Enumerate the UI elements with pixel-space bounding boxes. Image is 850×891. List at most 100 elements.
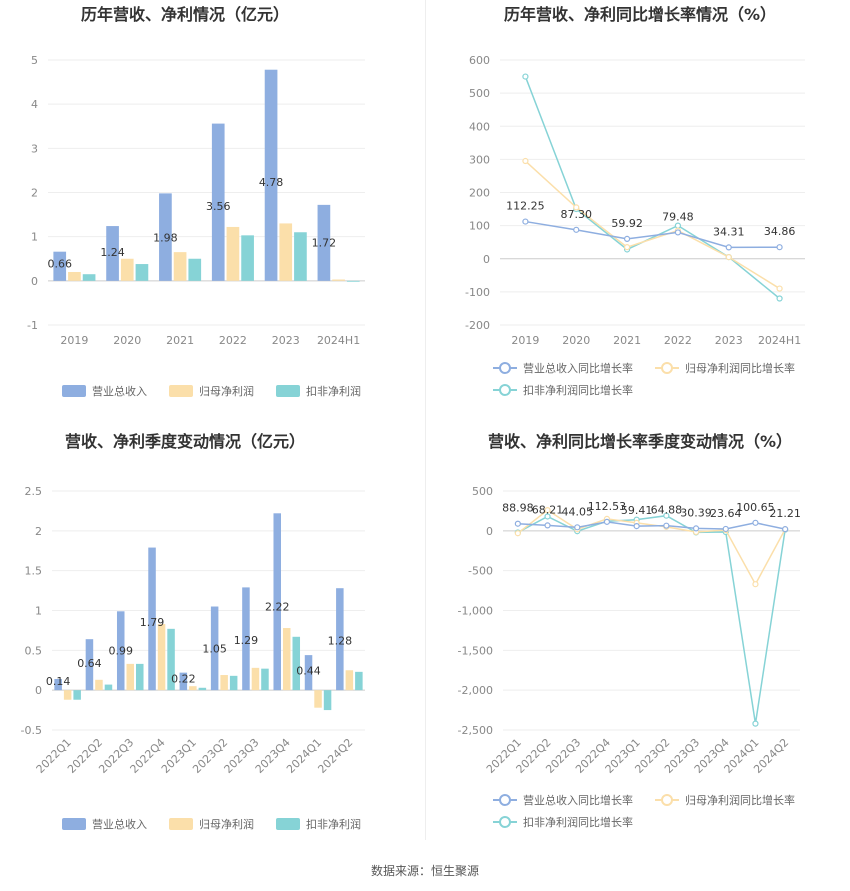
bar: [317, 204, 331, 281]
bar: [157, 624, 166, 691]
data-point: [674, 229, 682, 236]
legend-label: 归母净利润同比增长率: [685, 793, 795, 807]
chart-title: 历年营收、净利情况（亿元）: [81, 5, 289, 24]
bar: [211, 123, 225, 281]
data-label: 0.44: [296, 664, 321, 677]
annual-revenue-profit-svg: 历年营收、净利情况（亿元） -1 0 1 2 3 4 5 2019 2020 2021 2022 202…: [27, 5, 365, 398]
annual-revenue-profit-chart: 历年营收、净利情况（亿元） -1 0 1 2 3 4 5 2019 2020 2021 2022 202…: [0, 0, 425, 430]
data-label: 88.98: [502, 502, 533, 515]
legend-label: 营业总收入同比增长率: [523, 793, 633, 807]
y-tick-label: -0.5: [21, 724, 42, 737]
legend-label: 营业总收入: [92, 817, 147, 831]
legend-swatch: [276, 818, 300, 830]
data-point: [522, 73, 529, 80]
x-tick-label: 2020: [562, 334, 590, 347]
y-tick-label: -1,500: [458, 644, 493, 657]
data-point: [573, 226, 580, 233]
y-tick-label: 3: [31, 142, 38, 155]
data-label: 0.14: [46, 675, 71, 688]
data-point: [514, 520, 521, 527]
data-point: [674, 222, 682, 229]
data-label: 59.41: [621, 504, 653, 517]
quarterly-growth-rate-chart: 营收、净利同比增长率季度变动情况（%） -2,500 -2,000 -1,500 -1,…: [425, 425, 850, 855]
chart-title: 营收、净利季度变动情况（亿元）: [65, 432, 305, 451]
series-line: [524, 160, 780, 290]
bar: [220, 675, 228, 691]
legend-swatch: [62, 818, 86, 830]
data-point: [752, 519, 759, 526]
y-tick-label: -1: [27, 319, 38, 332]
bar: [135, 264, 149, 281]
data-point: [776, 295, 783, 302]
y-tick-label: 500: [469, 87, 490, 100]
data-label: 0.66: [47, 258, 72, 271]
data-point: [776, 244, 783, 251]
legend-swatch-marker: [499, 816, 511, 828]
data-label: 87.30: [561, 208, 593, 221]
chart-title: 历年营收、净利同比增长率情况（%）: [504, 5, 776, 24]
x-tick-label: 2024H1: [317, 334, 360, 347]
y-tick-label: 4: [31, 98, 38, 111]
bar: [167, 628, 175, 691]
y-tick-label: -500: [468, 565, 493, 578]
data-point: [603, 518, 611, 525]
legend-swatch-marker: [499, 362, 511, 374]
y-tick-label: 500: [472, 485, 493, 498]
x-tick-label: 2020: [113, 334, 141, 347]
series-line: [524, 76, 781, 300]
data-point: [722, 525, 729, 533]
bar: [188, 258, 202, 281]
series-line: [517, 521, 786, 530]
y-tick-label: 0: [483, 253, 490, 266]
panel-divider: [425, 0, 426, 840]
data-label: 1.05: [202, 643, 227, 656]
x-tick-label: 2022: [219, 334, 247, 347]
data-label: 23.64: [710, 507, 742, 520]
bar: [314, 690, 322, 708]
data-label: 1.98: [153, 231, 178, 244]
data-point: [692, 525, 700, 532]
chart-title: 营收、净利同比增长率季度变动情况（%）: [488, 432, 792, 451]
bar: [136, 663, 144, 691]
data-point: [725, 253, 732, 261]
bar: [120, 258, 134, 281]
data-label: 1.24: [100, 246, 125, 259]
legend-label: 营业总收入: [92, 384, 147, 398]
data-label: 0.64: [77, 657, 102, 670]
y-tick-label: -2,500: [458, 724, 493, 737]
data-point: [633, 523, 640, 530]
bar: [148, 547, 156, 691]
bar: [85, 639, 94, 691]
bar: [73, 690, 81, 700]
bar: [242, 587, 250, 691]
annual-growth-rate-chart: 历年营收、净利同比增长率情况（%） -200 -100 0 100 200 300 400 50…: [425, 0, 850, 430]
bar: [179, 672, 188, 691]
x-tick-label: 2024H1: [758, 334, 801, 347]
data-point: [752, 720, 759, 727]
data-label: 68.21: [532, 503, 564, 516]
legend-label: 扣非净利润: [306, 384, 361, 398]
bar: [323, 690, 332, 711]
bar: [282, 628, 291, 691]
legend-label: 扣非净利润同比增长率: [523, 815, 633, 829]
annual-growth-rate-svg: 历年营收、净利同比增长率情况（%） -200 -100 0 100 200 300 400 50…: [465, 5, 805, 397]
data-point: [574, 524, 581, 531]
data-label: 30.39: [680, 506, 712, 519]
y-tick-label: -200: [465, 319, 490, 332]
bar: [189, 686, 197, 691]
legend-label: 归母净利润同比增长率: [685, 361, 795, 375]
quarterly-revenue-profit-svg: 营收、净利季度变动情况（亿元）-0.500.511.522.52022Q1202…: [21, 432, 365, 831]
bar: [304, 655, 313, 691]
legend-swatch-marker: [499, 794, 511, 806]
data-label: 4.78: [259, 176, 284, 189]
legend-swatch: [62, 385, 86, 397]
data-label: 34.86: [764, 225, 796, 238]
series-line: [525, 220, 780, 249]
bar: [198, 687, 207, 691]
data-label: 112.53: [588, 500, 627, 513]
x-tick-label: 2019: [511, 334, 539, 347]
data-label: 3.56: [206, 200, 231, 213]
data-label: 0.99: [108, 645, 133, 658]
y-tick-label: 1: [31, 231, 38, 244]
data-point: [776, 285, 783, 292]
